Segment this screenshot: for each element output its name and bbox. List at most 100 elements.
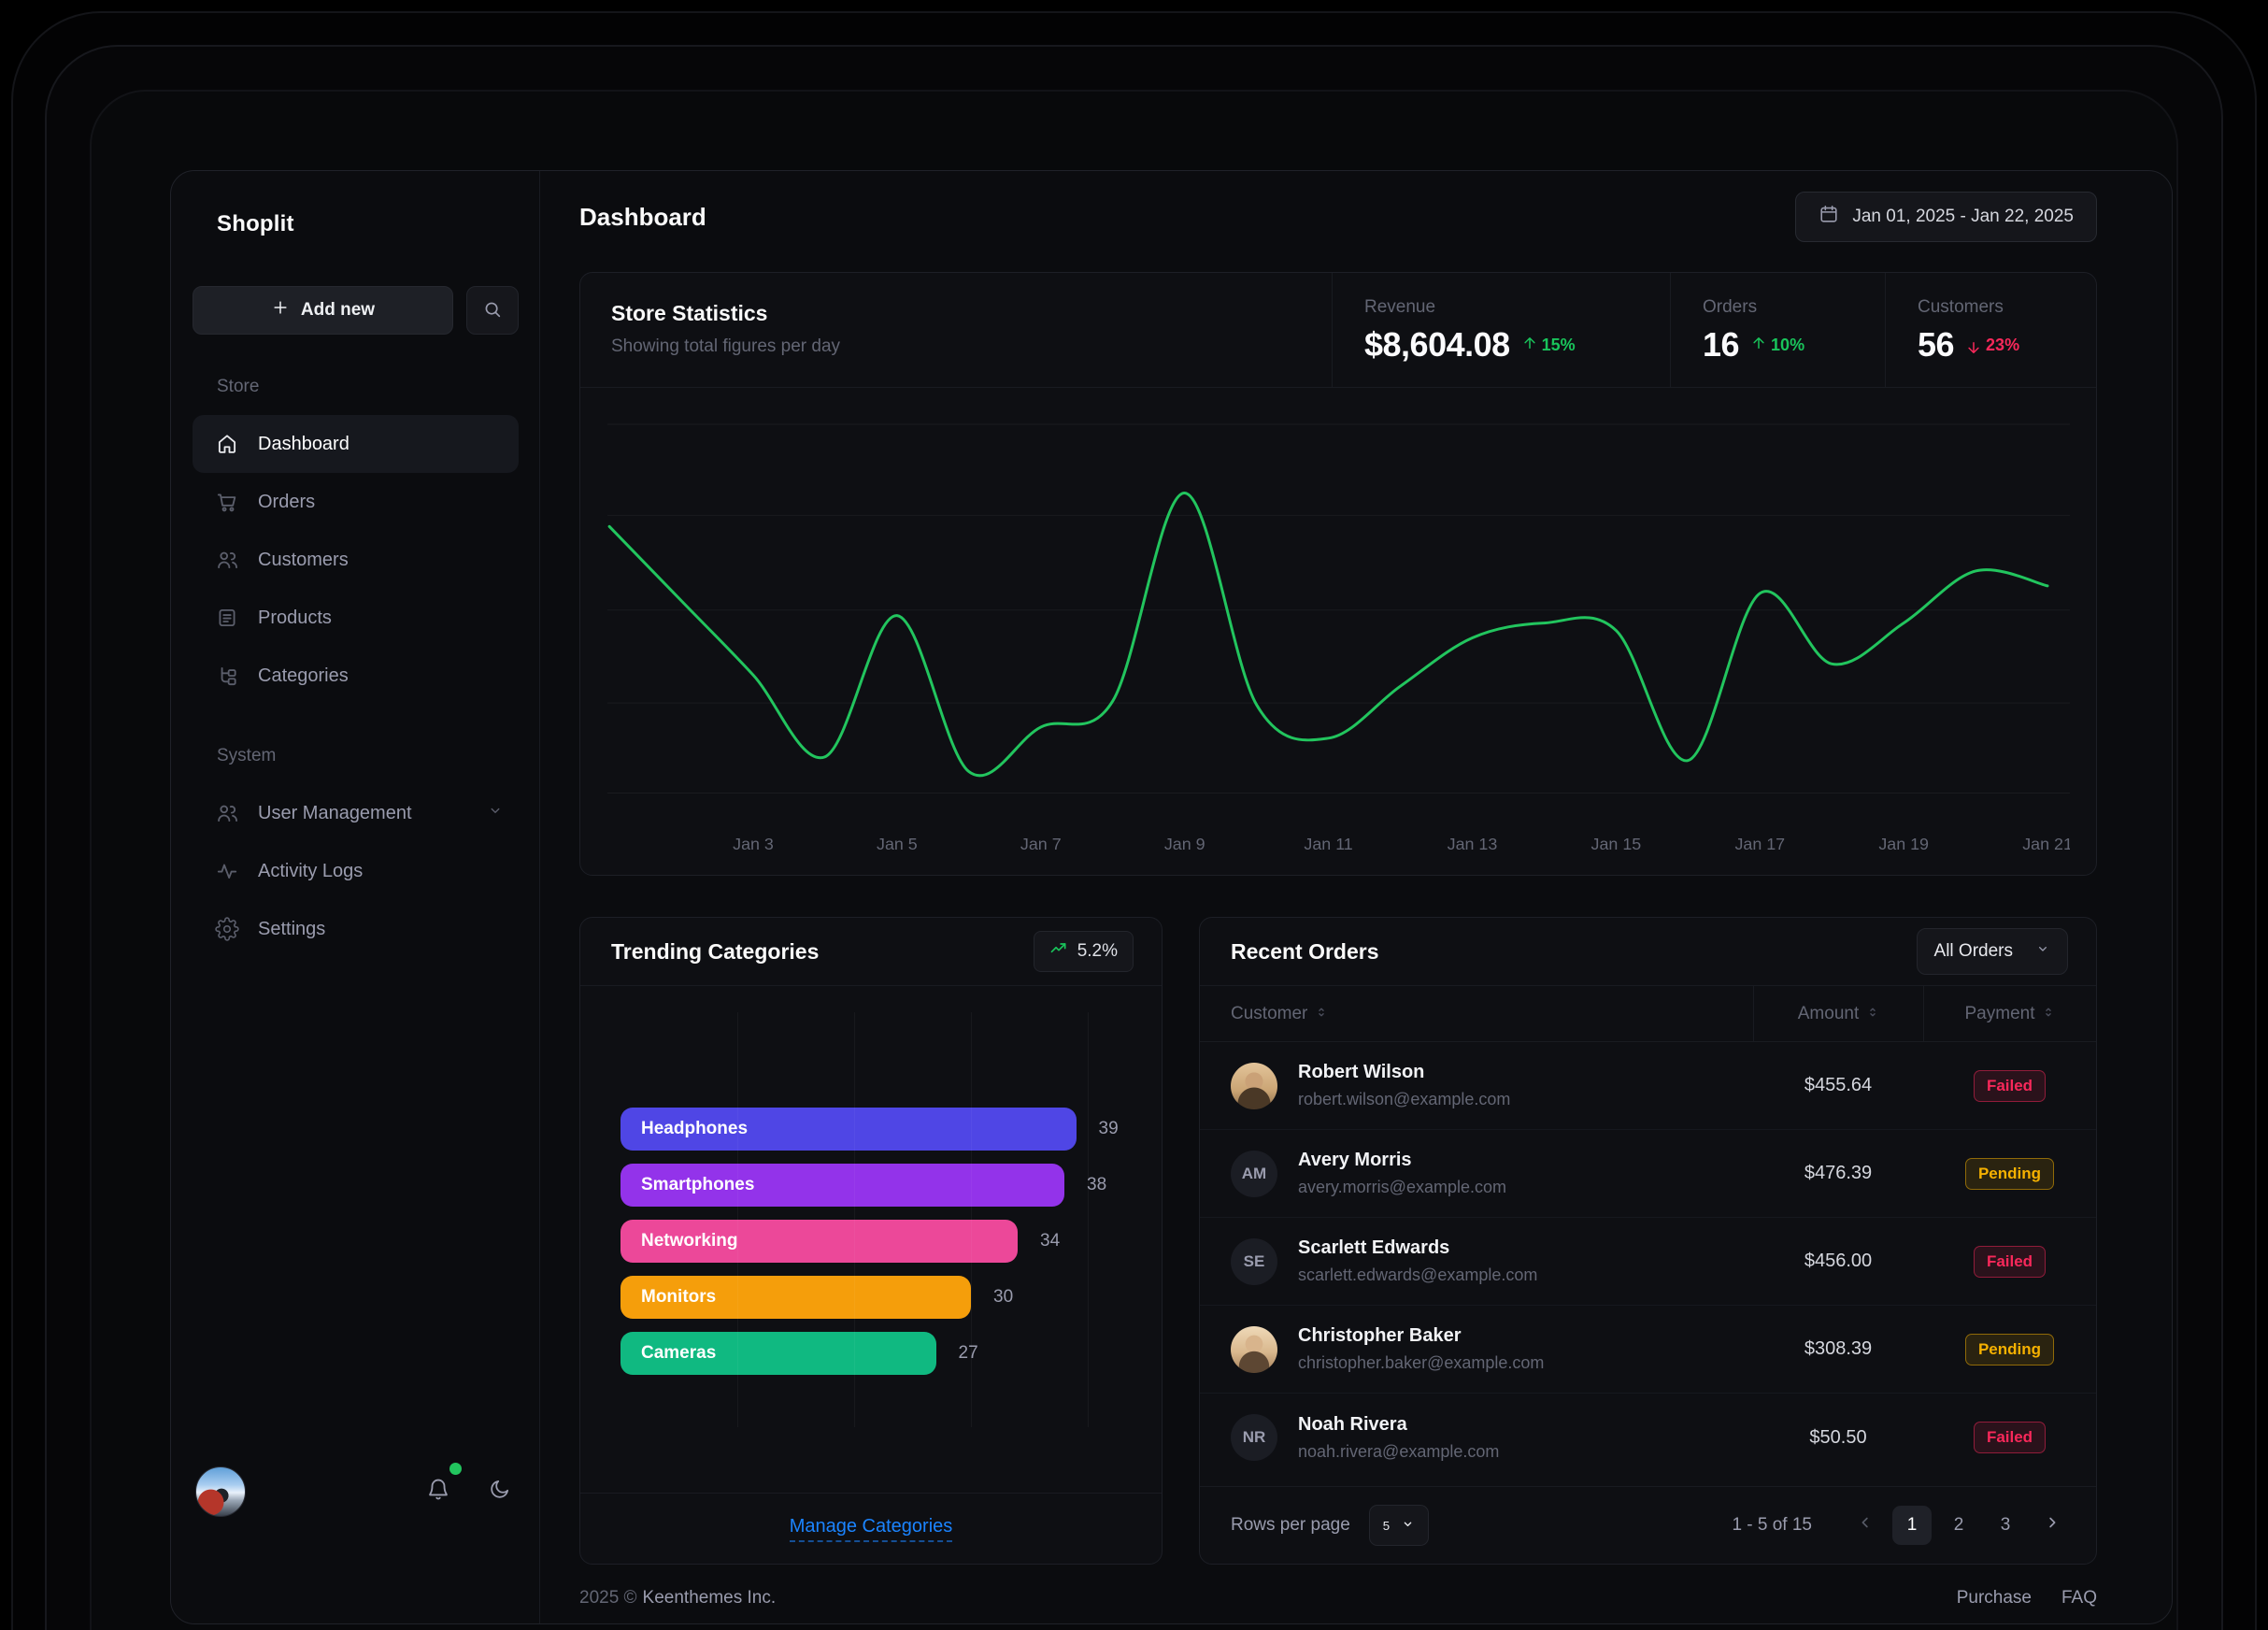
sidebar-item-categories[interactable]: Categories: [193, 647, 519, 705]
app-window: Shoplit Add new Store: [170, 170, 2173, 1624]
bar-label: Networking: [641, 1231, 738, 1251]
sidebar-item-label: Settings: [258, 918, 326, 939]
next-page-button[interactable]: [2033, 1506, 2072, 1545]
bar-value: 38: [1087, 1175, 1107, 1194]
home-icon: [215, 432, 239, 456]
orders-table-body: Robert Wilson robert.wilson@example.com …: [1200, 1042, 2096, 1486]
bar-value: 39: [1098, 1119, 1119, 1138]
user-avatar[interactable]: [195, 1466, 246, 1517]
sidebar-item-activity-logs[interactable]: Activity Logs: [193, 842, 519, 900]
file-text-icon: [215, 606, 239, 630]
trending-categories-card: Trending Categories 5.2% He: [579, 917, 1163, 1565]
gridline: [854, 1012, 855, 1427]
sort-payment[interactable]: Payment: [1923, 986, 2096, 1041]
stat-revenue: Revenue $8,604.08 15%: [1332, 273, 1670, 387]
orders-pagination: Rows per page 5 1 - 5 of 15 1 2 3: [1200, 1486, 2096, 1564]
stat-orders: Orders 16 10%: [1670, 273, 1885, 387]
rows-per-page-select[interactable]: 5: [1368, 1505, 1430, 1546]
table-row: AM Avery Morris avery.morris@example.com…: [1200, 1130, 2096, 1218]
faq-link[interactable]: FAQ: [2061, 1588, 2097, 1608]
status-badge: Failed: [1973, 1422, 2047, 1453]
trending-categories-title: Trending Categories: [611, 938, 820, 964]
prev-page-button[interactable]: [1846, 1506, 1885, 1545]
rows-per-page-label: Rows per page: [1231, 1515, 1350, 1535]
section-label-system: System: [217, 746, 277, 765]
page-button-2[interactable]: 2: [1953, 1515, 1964, 1535]
order-amount: $476.39: [1804, 1163, 1873, 1183]
date-range-label: Jan 01, 2025 - Jan 22, 2025: [1852, 207, 2074, 226]
gear-icon: [215, 917, 239, 941]
status-badge: Failed: [1973, 1069, 2047, 1102]
chevron-right-icon: [2044, 1514, 2061, 1537]
status-badge: Failed: [1973, 1245, 2047, 1278]
customer-name: Noah Rivera: [1298, 1413, 1407, 1435]
sidebar-item-settings[interactable]: Settings: [193, 900, 519, 958]
section-label-store: Store: [217, 377, 260, 396]
search-button[interactable]: [466, 286, 519, 335]
arrow-up-icon: [1521, 335, 1538, 356]
dark-mode-toggle[interactable]: [488, 1478, 511, 1506]
trend-bar-row: Networking 34: [620, 1220, 1162, 1263]
stat-orders-delta: 10%: [1771, 335, 1805, 354]
users-icon: [215, 801, 239, 825]
order-amount: $455.64: [1804, 1075, 1873, 1095]
gridline: [1088, 1012, 1089, 1427]
orders-filter-value: All Orders: [1933, 941, 2013, 961]
plus-icon: [271, 298, 290, 322]
pagination-range: 1 - 5 of 15: [1732, 1515, 1812, 1535]
svg-text:Jan 13: Jan 13: [1448, 835, 1498, 853]
sidebar-item-orders[interactable]: Orders: [193, 473, 519, 531]
customer-email: robert.wilson@example.com: [1298, 1090, 1511, 1108]
sidebar-footer: [193, 1462, 519, 1623]
category-bar-chart: Headphones 39 Smartphones 38 Networking 34 …: [580, 986, 1162, 1493]
moon-icon: [488, 1480, 511, 1505]
date-range-picker[interactable]: Jan 01, 2025 - Jan 22, 2025: [1795, 192, 2097, 242]
table-row: NR Noah Rivera noah.rivera@example.com $…: [1200, 1394, 2096, 1481]
trend-badge-value: 5.2%: [1077, 941, 1118, 961]
cart-icon: [215, 490, 239, 514]
orders-filter-select[interactable]: All Orders: [1916, 928, 2068, 975]
manage-categories-link[interactable]: Manage Categories: [789, 1516, 953, 1542]
svg-text:Jan 5: Jan 5: [877, 835, 918, 853]
notifications-button[interactable]: [426, 1462, 462, 1507]
avatar: [1231, 1325, 1277, 1373]
sort-amount[interactable]: Amount: [1753, 986, 1923, 1041]
bar-label: Cameras: [641, 1343, 717, 1363]
copyright: 2025 © Keenthemes Inc.: [579, 1588, 777, 1608]
calendar-icon: [1819, 204, 1839, 230]
gridline: [737, 1012, 738, 1427]
trend-bar-row: Cameras 27: [620, 1332, 1162, 1375]
users-icon: [215, 548, 239, 572]
sidebar-item-dashboard[interactable]: Dashboard: [193, 415, 519, 473]
table-row: Christopher Baker christopher.baker@exam…: [1200, 1306, 2096, 1394]
sort-customer[interactable]: Customer: [1200, 986, 1753, 1041]
store-statistics-title: Store Statistics: [611, 301, 768, 325]
add-new-label: Add new: [300, 300, 376, 320]
recent-orders-title: Recent Orders: [1231, 938, 1379, 964]
store-statistics-subtitle: Showing total figures per day: [611, 336, 841, 356]
sidebar-item-products[interactable]: Products: [193, 589, 519, 647]
svg-text:Jan 11: Jan 11: [1304, 835, 1352, 853]
sidebar-item-user-management[interactable]: User Management: [193, 784, 519, 842]
stat-customers-delta: 23%: [1986, 335, 2020, 354]
trend-bar-row: Monitors 30: [620, 1276, 1162, 1319]
sidebar-item-label: Dashboard: [258, 433, 349, 454]
purchase-link[interactable]: Purchase: [1956, 1588, 2032, 1608]
app-logo[interactable]: Shoplit: [217, 211, 294, 236]
trend-bar-row: Headphones 39: [620, 1108, 1162, 1151]
add-new-button[interactable]: Add new: [193, 286, 453, 335]
x-axis-ticks: Jan 3 Jan 5 Jan 7 Jan 9 Jan 11 Jan 13 Jan 15 Ja…: [733, 835, 2070, 853]
chevron-down-icon: [487, 802, 504, 824]
page-button-3[interactable]: 3: [2000, 1515, 2011, 1535]
customer-name: Avery Morris: [1298, 1150, 1412, 1170]
trend-badge: 5.2%: [1033, 931, 1134, 972]
svg-text:Jan 7: Jan 7: [1020, 835, 1062, 853]
svg-text:Jan 21: Jan 21: [2022, 835, 2070, 853]
status-badge: Pending: [1964, 1333, 2055, 1365]
chevron-down-icon: [1401, 1517, 1415, 1534]
bar-value: 30: [993, 1287, 1014, 1307]
page-button-1[interactable]: 1: [1892, 1506, 1932, 1545]
store-statistics-card: Store Statistics Showing total figures p…: [579, 272, 2097, 876]
sidebar-item-label: Customers: [258, 549, 349, 570]
sidebar-item-customers[interactable]: Customers: [193, 531, 519, 589]
